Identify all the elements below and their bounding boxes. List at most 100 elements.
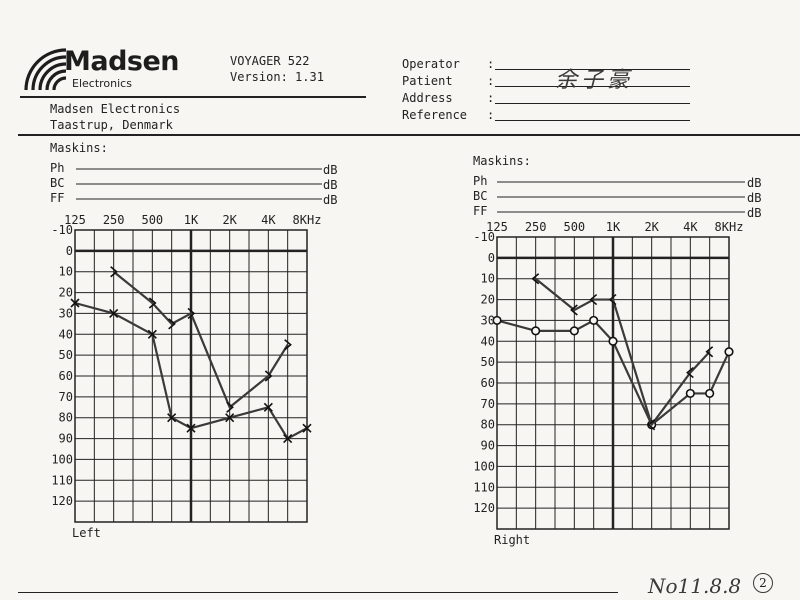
marker-bracket-left bbox=[608, 293, 617, 306]
masking-unit: dB bbox=[323, 193, 337, 207]
field-line-patient bbox=[495, 86, 690, 87]
x-tick-label: 4K bbox=[261, 213, 276, 227]
marker-circle bbox=[685, 388, 695, 399]
masking-ff-label: FF bbox=[50, 191, 64, 205]
marker-x bbox=[147, 329, 157, 339]
y-tick-label: 90 bbox=[481, 439, 495, 453]
y-tick-label: 0 bbox=[66, 244, 73, 258]
brand-subtitle: Electronics bbox=[72, 77, 132, 90]
y-tick-label: 60 bbox=[59, 369, 73, 383]
y-tick-label: 10 bbox=[59, 265, 73, 279]
marker-x bbox=[302, 423, 312, 433]
y-tick-label: 10 bbox=[481, 272, 495, 286]
marker-circle bbox=[569, 326, 579, 336]
handwritten-date: No11.8.8 bbox=[648, 574, 742, 598]
device-version: Version: 1.31 bbox=[230, 70, 324, 84]
brand-name: Madsen bbox=[64, 46, 180, 77]
y-tick-label: 30 bbox=[481, 313, 495, 327]
y-tick-label: 0 bbox=[488, 251, 495, 265]
x-tick-label: 8KHz bbox=[293, 213, 322, 227]
masking-ph-label: Ph bbox=[473, 174, 487, 188]
y-tick-label: 30 bbox=[59, 306, 73, 320]
y-tick-label: 70 bbox=[59, 390, 73, 404]
header-divider bbox=[18, 134, 800, 136]
y-tick-label: 100 bbox=[51, 452, 73, 466]
circled-mark-label: 2 bbox=[759, 576, 767, 590]
y-tick-label: 110 bbox=[473, 480, 495, 494]
marker-circle bbox=[705, 388, 715, 399]
marker-bracket-right bbox=[284, 339, 292, 351]
masking-unit: dB bbox=[747, 206, 761, 220]
y-tick-label: 20 bbox=[59, 286, 73, 300]
y-tick-label: 60 bbox=[481, 376, 495, 390]
marker-x bbox=[263, 402, 273, 412]
field-colon: : bbox=[487, 91, 495, 105]
x-tick-label: 2K bbox=[222, 213, 237, 227]
masking-label: Maskins: bbox=[473, 154, 531, 168]
ear-label: Right bbox=[494, 533, 530, 547]
y-tick-label: 40 bbox=[481, 334, 495, 348]
y-tick-label: 110 bbox=[51, 473, 73, 487]
x-tick-label: 250 bbox=[103, 213, 125, 227]
marker-circle bbox=[608, 336, 618, 346]
bottom-line bbox=[18, 592, 618, 594]
marker-x bbox=[70, 298, 80, 308]
y-tick-label: 120 bbox=[51, 494, 73, 508]
masking-unit: dB bbox=[323, 163, 337, 177]
masking-bc-label: BC bbox=[50, 176, 64, 190]
field-label-address: Address bbox=[402, 91, 453, 105]
marker-bracket-right bbox=[110, 266, 118, 278]
field-colon: : bbox=[487, 57, 495, 71]
y-tick-label: 120 bbox=[473, 501, 495, 515]
marker-circle bbox=[589, 315, 599, 326]
x-tick-label: 4K bbox=[683, 220, 698, 234]
x-tick-label: 500 bbox=[563, 220, 585, 234]
x-tick-label: 250 bbox=[525, 220, 547, 234]
marker-bracket-left bbox=[705, 346, 714, 358]
x-tick-label: 125 bbox=[486, 220, 508, 234]
header-underline bbox=[20, 96, 366, 98]
marker-bracket-right bbox=[168, 318, 176, 330]
x-tick-label: 1K bbox=[184, 213, 199, 227]
marker-bracket-right bbox=[226, 401, 234, 413]
masking-unit: dB bbox=[323, 178, 337, 192]
marker-bracket-right bbox=[187, 307, 196, 320]
masking-label: Maskins: bbox=[50, 141, 108, 155]
marker-x bbox=[167, 413, 177, 423]
audiogram-left bbox=[70, 168, 322, 523]
circled-mark: 2 bbox=[753, 573, 773, 593]
y-tick-label: 50 bbox=[59, 348, 73, 362]
company-location: Taastrup, Denmark bbox=[50, 118, 173, 132]
marker-bracket-left bbox=[589, 293, 598, 306]
y-tick-label: 50 bbox=[481, 355, 495, 369]
field-label-patient: Patient bbox=[402, 74, 453, 88]
x-tick-label: 125 bbox=[64, 213, 86, 227]
x-tick-label: 1K bbox=[606, 220, 621, 234]
y-tick-label: -10 bbox=[473, 230, 495, 244]
x-tick-label: 2K bbox=[644, 220, 659, 234]
masking-unit: dB bbox=[747, 176, 761, 190]
field-line-operator bbox=[495, 69, 690, 70]
masking-bc-label: BC bbox=[473, 189, 487, 203]
y-tick-label: 40 bbox=[59, 327, 73, 341]
marker-x bbox=[109, 308, 119, 318]
marker-circle bbox=[724, 347, 734, 357]
marker-x bbox=[186, 423, 196, 433]
marker-x bbox=[283, 434, 293, 444]
x-tick-label: 500 bbox=[141, 213, 163, 227]
field-line-address bbox=[495, 103, 690, 104]
masking-ph-label: Ph bbox=[50, 161, 64, 175]
marker-bracket-left bbox=[531, 273, 540, 285]
y-tick-label: 20 bbox=[481, 293, 495, 307]
device-name: VOYAGER 522 bbox=[230, 54, 310, 68]
patient-signature: 余子豪 bbox=[555, 68, 634, 93]
y-tick-label: 80 bbox=[59, 411, 73, 425]
series-line-2 bbox=[534, 277, 711, 426]
y-tick-label: 70 bbox=[481, 397, 495, 411]
marker-bracket-left bbox=[570, 304, 578, 316]
masking-unit: dB bbox=[747, 191, 761, 205]
field-label-operator: Operator bbox=[402, 57, 460, 71]
masking-ff-label: FF bbox=[473, 204, 487, 218]
field-colon: : bbox=[487, 108, 495, 122]
